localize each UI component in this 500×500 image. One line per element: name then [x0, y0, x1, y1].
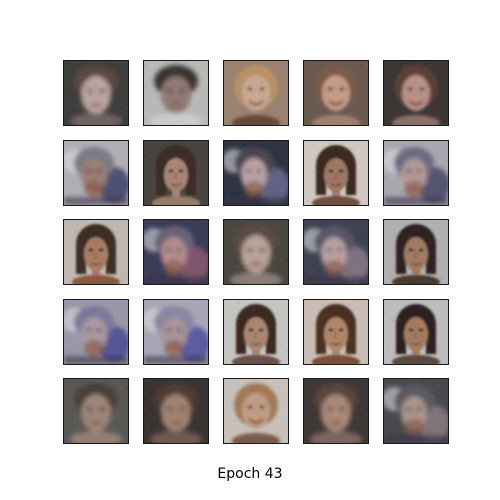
sample-image [63, 139, 129, 206]
sample-image [63, 219, 129, 285]
sample-image [223, 298, 289, 365]
sample-image [223, 139, 289, 206]
sample-image [383, 60, 449, 126]
sample-image [63, 378, 129, 444]
sample-image [143, 378, 209, 444]
sample-image [383, 378, 449, 444]
sample-image [303, 60, 369, 126]
sample-image [143, 219, 209, 285]
sample-image [383, 219, 449, 285]
epoch-caption: Epoch 43 [217, 466, 283, 482]
sample-image [63, 60, 129, 126]
sample-image [223, 60, 289, 126]
sample-image [383, 139, 449, 206]
sample-image [303, 378, 369, 444]
sample-image [223, 219, 289, 285]
sample-image [303, 298, 369, 365]
sample-image [143, 298, 209, 365]
sample-image [223, 378, 289, 444]
sample-image [63, 298, 129, 365]
sample-image [303, 139, 369, 206]
sample-image [383, 298, 449, 365]
sample-image [143, 139, 209, 206]
sample-image [303, 219, 369, 285]
sample-image [143, 60, 209, 126]
